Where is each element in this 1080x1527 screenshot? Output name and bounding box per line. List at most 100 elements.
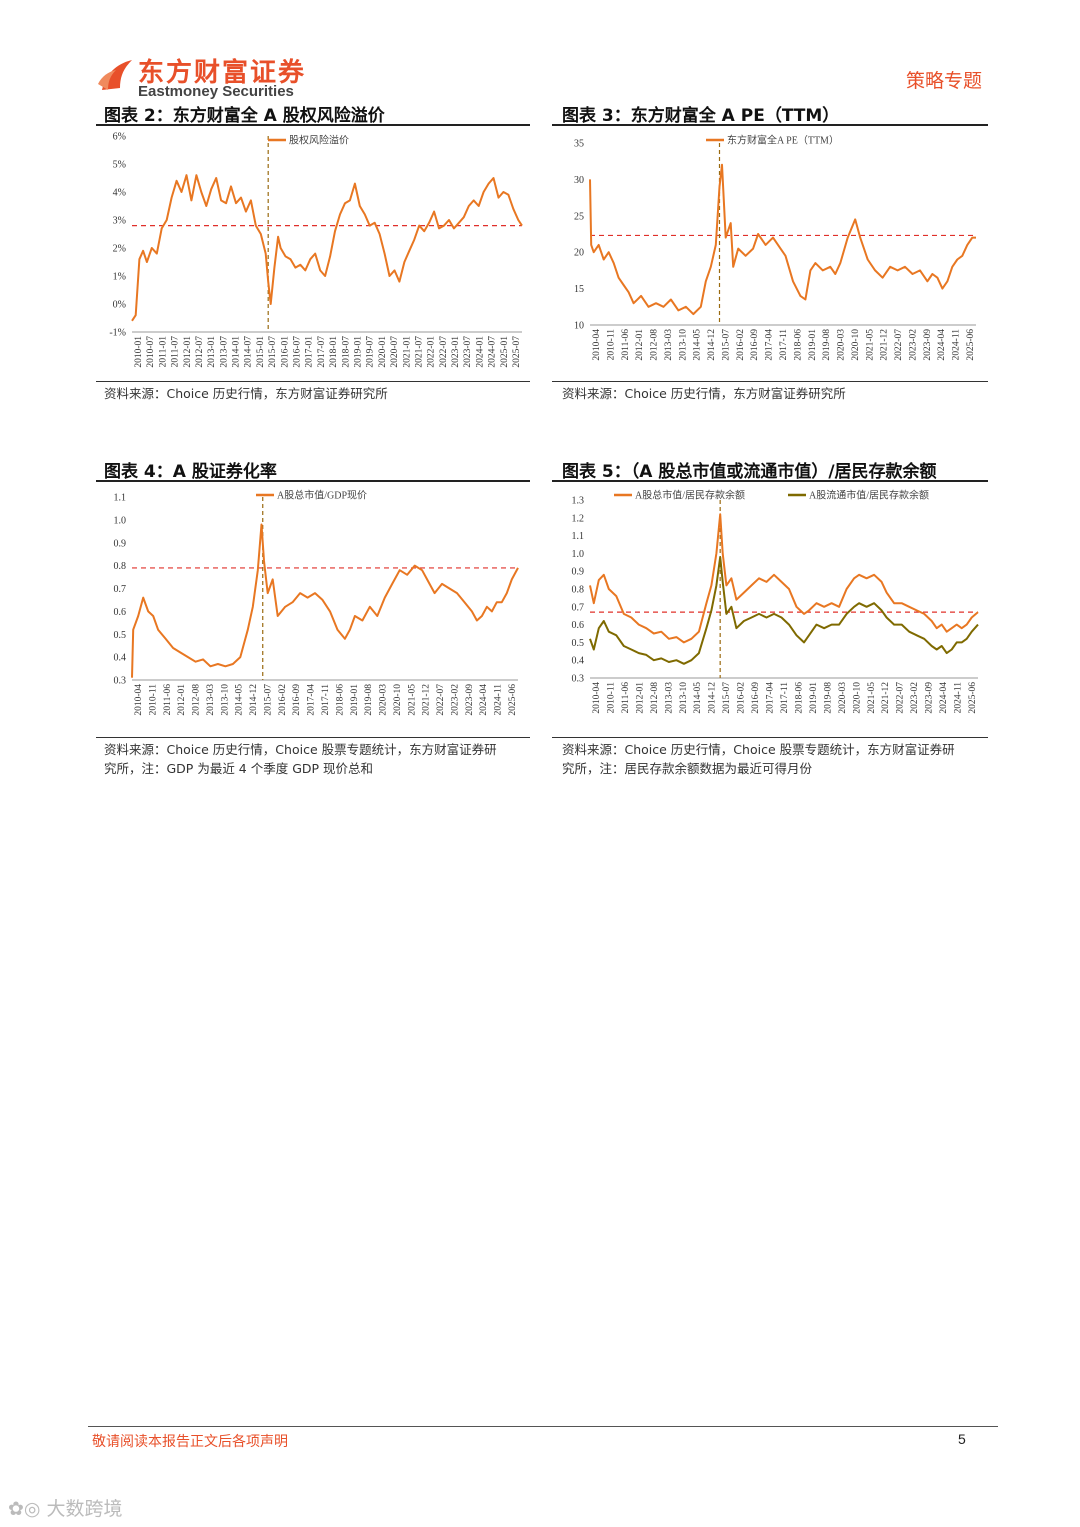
figure-5-title: 图表 5：（A 股总市值或流通市值）/居民存款余额 bbox=[562, 462, 937, 482]
x-tick-label: 2022-07 bbox=[436, 684, 446, 716]
watermark-logo-icon: ✿◎ bbox=[8, 1498, 41, 1520]
x-tick-label: 2014-12 bbox=[707, 329, 717, 361]
x-tick-label: 2012-07 bbox=[195, 336, 205, 368]
x-tick-label: 2013-01 bbox=[207, 336, 217, 368]
y-tick-label: 0.8 bbox=[572, 585, 585, 596]
x-tick-label: 2018-01 bbox=[329, 336, 339, 368]
figure-2-source-line: 资料来源：Choice 历史行情，东方财富证券研究所 bbox=[104, 386, 388, 401]
figure-3-title: 图表 3：东方财富全 A PE（TTM） bbox=[562, 106, 840, 126]
x-tick-label: 2017-11 bbox=[321, 684, 331, 716]
x-tick-label: 2018-06 bbox=[793, 329, 803, 361]
x-tick-label: 2016-09 bbox=[751, 682, 761, 714]
x-tick-label: 2012-08 bbox=[192, 684, 202, 716]
x-tick-label: 2021-12 bbox=[422, 684, 432, 716]
x-tick-label: 2016-09 bbox=[750, 329, 760, 361]
legend-label: 东方财富全A PE（TTM） bbox=[727, 134, 839, 147]
x-tick-label: 2020-03 bbox=[838, 682, 848, 714]
x-tick-label: 2016-07 bbox=[293, 336, 303, 368]
x-tick-label: 2016-02 bbox=[737, 682, 747, 714]
figure-2-source: 资料来源：Choice 历史行情，东方财富证券研究所 bbox=[104, 384, 388, 403]
y-tick-label: 10 bbox=[574, 321, 584, 332]
x-tick-label: 2010-04 bbox=[134, 684, 144, 716]
x-tick-label: 2011-06 bbox=[163, 684, 173, 716]
y-tick-label: 0% bbox=[113, 300, 126, 311]
x-tick-label: 2023-07 bbox=[463, 336, 473, 368]
x-tick-label: 2011-06 bbox=[621, 682, 631, 714]
x-tick-label: 2021-05 bbox=[867, 682, 877, 714]
x-tick-label: 2021-07 bbox=[414, 336, 424, 368]
x-tick-label: 2019-01 bbox=[350, 684, 360, 716]
x-tick-label: 2014-05 bbox=[693, 682, 703, 714]
logo-chinese-name: 东方财富证券 bbox=[138, 58, 307, 88]
x-tick-label: 2010-11 bbox=[606, 329, 616, 361]
x-tick-label: 2020-10 bbox=[393, 684, 403, 716]
figure-4-source: 资料来源：Choice 历史行情，Choice 股票专题统计，东方财富证券研 究… bbox=[104, 740, 497, 778]
y-tick-label: 30 bbox=[574, 175, 584, 186]
x-tick-label: 2020-03 bbox=[379, 684, 389, 716]
x-tick-label: 2023-09 bbox=[925, 682, 935, 714]
x-tick-label: 2021-05 bbox=[865, 329, 875, 361]
figure-2-title: 图表 2：东方财富全 A 股权风险溢价 bbox=[104, 106, 385, 126]
y-tick-label: -1% bbox=[109, 328, 126, 339]
x-tick-label: 2010-01 bbox=[134, 336, 144, 368]
figure-4-bottom-rule bbox=[96, 737, 530, 738]
series-line bbox=[131, 174, 523, 322]
y-tick-label: 0.7 bbox=[114, 584, 127, 595]
x-tick-label: 2013-03 bbox=[206, 684, 216, 716]
figure-3-source-line: 资料来源：Choice 历史行情，东方财富证券研究所 bbox=[562, 386, 846, 401]
x-tick-label: 2023-01 bbox=[451, 336, 461, 368]
figure-5-chart: 0.3 0.4 0.5 0.6 0.7 0.8 0.9 1.0 1.1 1.2 1.3 2010-04… bbox=[572, 489, 979, 714]
page-number: 5 bbox=[958, 1431, 966, 1447]
series-line bbox=[589, 163, 976, 316]
x-tick-label: 2024-01 bbox=[475, 336, 485, 368]
x-tick-label: 2017-04 bbox=[765, 329, 775, 361]
y-tick-label: 4% bbox=[113, 188, 126, 199]
x-tick-label: 2010-11 bbox=[148, 684, 158, 716]
x-tick-label: 2012-01 bbox=[183, 336, 193, 368]
y-tick-label: 20 bbox=[574, 248, 584, 259]
x-tick-label: 2024-07 bbox=[488, 336, 498, 368]
y-tick-label: 0.9 bbox=[572, 567, 585, 578]
x-tick-label: 2013-10 bbox=[679, 682, 689, 714]
x-tick-label: 2019-07 bbox=[366, 336, 376, 368]
x-tick-label: 2012-01 bbox=[635, 329, 645, 361]
x-tick-label: 2022-01 bbox=[427, 336, 437, 368]
x-tick-label: 2022-07 bbox=[439, 336, 449, 368]
x-tick-label: 2017-07 bbox=[317, 336, 327, 368]
y-tick-label: 0.8 bbox=[114, 561, 127, 572]
y-tick-label: 0.5 bbox=[114, 630, 127, 641]
x-tick-label: 2014-12 bbox=[708, 682, 718, 714]
x-tick-label: 2022-07 bbox=[896, 682, 906, 714]
figure-3-chart: 10 15 20 25 30 35 2010-04 2010-11 2011-06 2012-01… bbox=[574, 134, 976, 361]
series-line bbox=[589, 513, 979, 644]
x-tick-label: 2013-03 bbox=[664, 329, 674, 361]
x-tick-label: 2018-07 bbox=[341, 336, 351, 368]
figure-4-title: 图表 4：A 股证券化率 bbox=[104, 462, 277, 482]
x-tick-label: 2020-07 bbox=[390, 336, 400, 368]
x-tick-label: 2024-11 bbox=[954, 682, 964, 714]
figure-3-top-rule bbox=[552, 124, 988, 126]
x-tick-label: 2012-01 bbox=[635, 682, 645, 714]
figure-3-source: 资料来源：Choice 历史行情，东方财富证券研究所 bbox=[562, 384, 846, 403]
x-tick-label: 2023-02 bbox=[450, 684, 460, 716]
x-tick-label: 2015-07 bbox=[268, 336, 278, 368]
x-tick-label: 2010-04 bbox=[592, 329, 602, 361]
y-tick-label: 0.9 bbox=[114, 538, 127, 549]
x-tick-label: 2017-01 bbox=[305, 336, 315, 368]
x-tick-label: 2013-07 bbox=[219, 336, 229, 368]
x-tick-label: 2019-01 bbox=[809, 682, 819, 714]
x-tick-label: 2019-08 bbox=[364, 684, 374, 716]
y-tick-label: 15 bbox=[574, 284, 584, 295]
x-tick-label: 2016-09 bbox=[292, 684, 302, 716]
x-tick-label: 2025-06 bbox=[966, 329, 976, 361]
x-tick-label: 2018-06 bbox=[794, 682, 804, 714]
x-tick-label: 2016-02 bbox=[736, 329, 746, 361]
x-tick-label: 2016-01 bbox=[280, 336, 290, 368]
x-tick-label: 2021-05 bbox=[407, 684, 417, 716]
figure-4-chart: 0.3 0.4 0.5 0.6 0.7 0.8 0.9 1.0 1.1 2010-04 2010-1… bbox=[114, 489, 519, 716]
figure-4-top-rule bbox=[96, 480, 530, 482]
y-tick-label: 1.3 bbox=[572, 496, 585, 507]
y-tick-label: 1.2 bbox=[572, 513, 585, 524]
y-tick-label: 6% bbox=[113, 132, 126, 143]
x-tick-label: 2023-09 bbox=[923, 329, 933, 361]
